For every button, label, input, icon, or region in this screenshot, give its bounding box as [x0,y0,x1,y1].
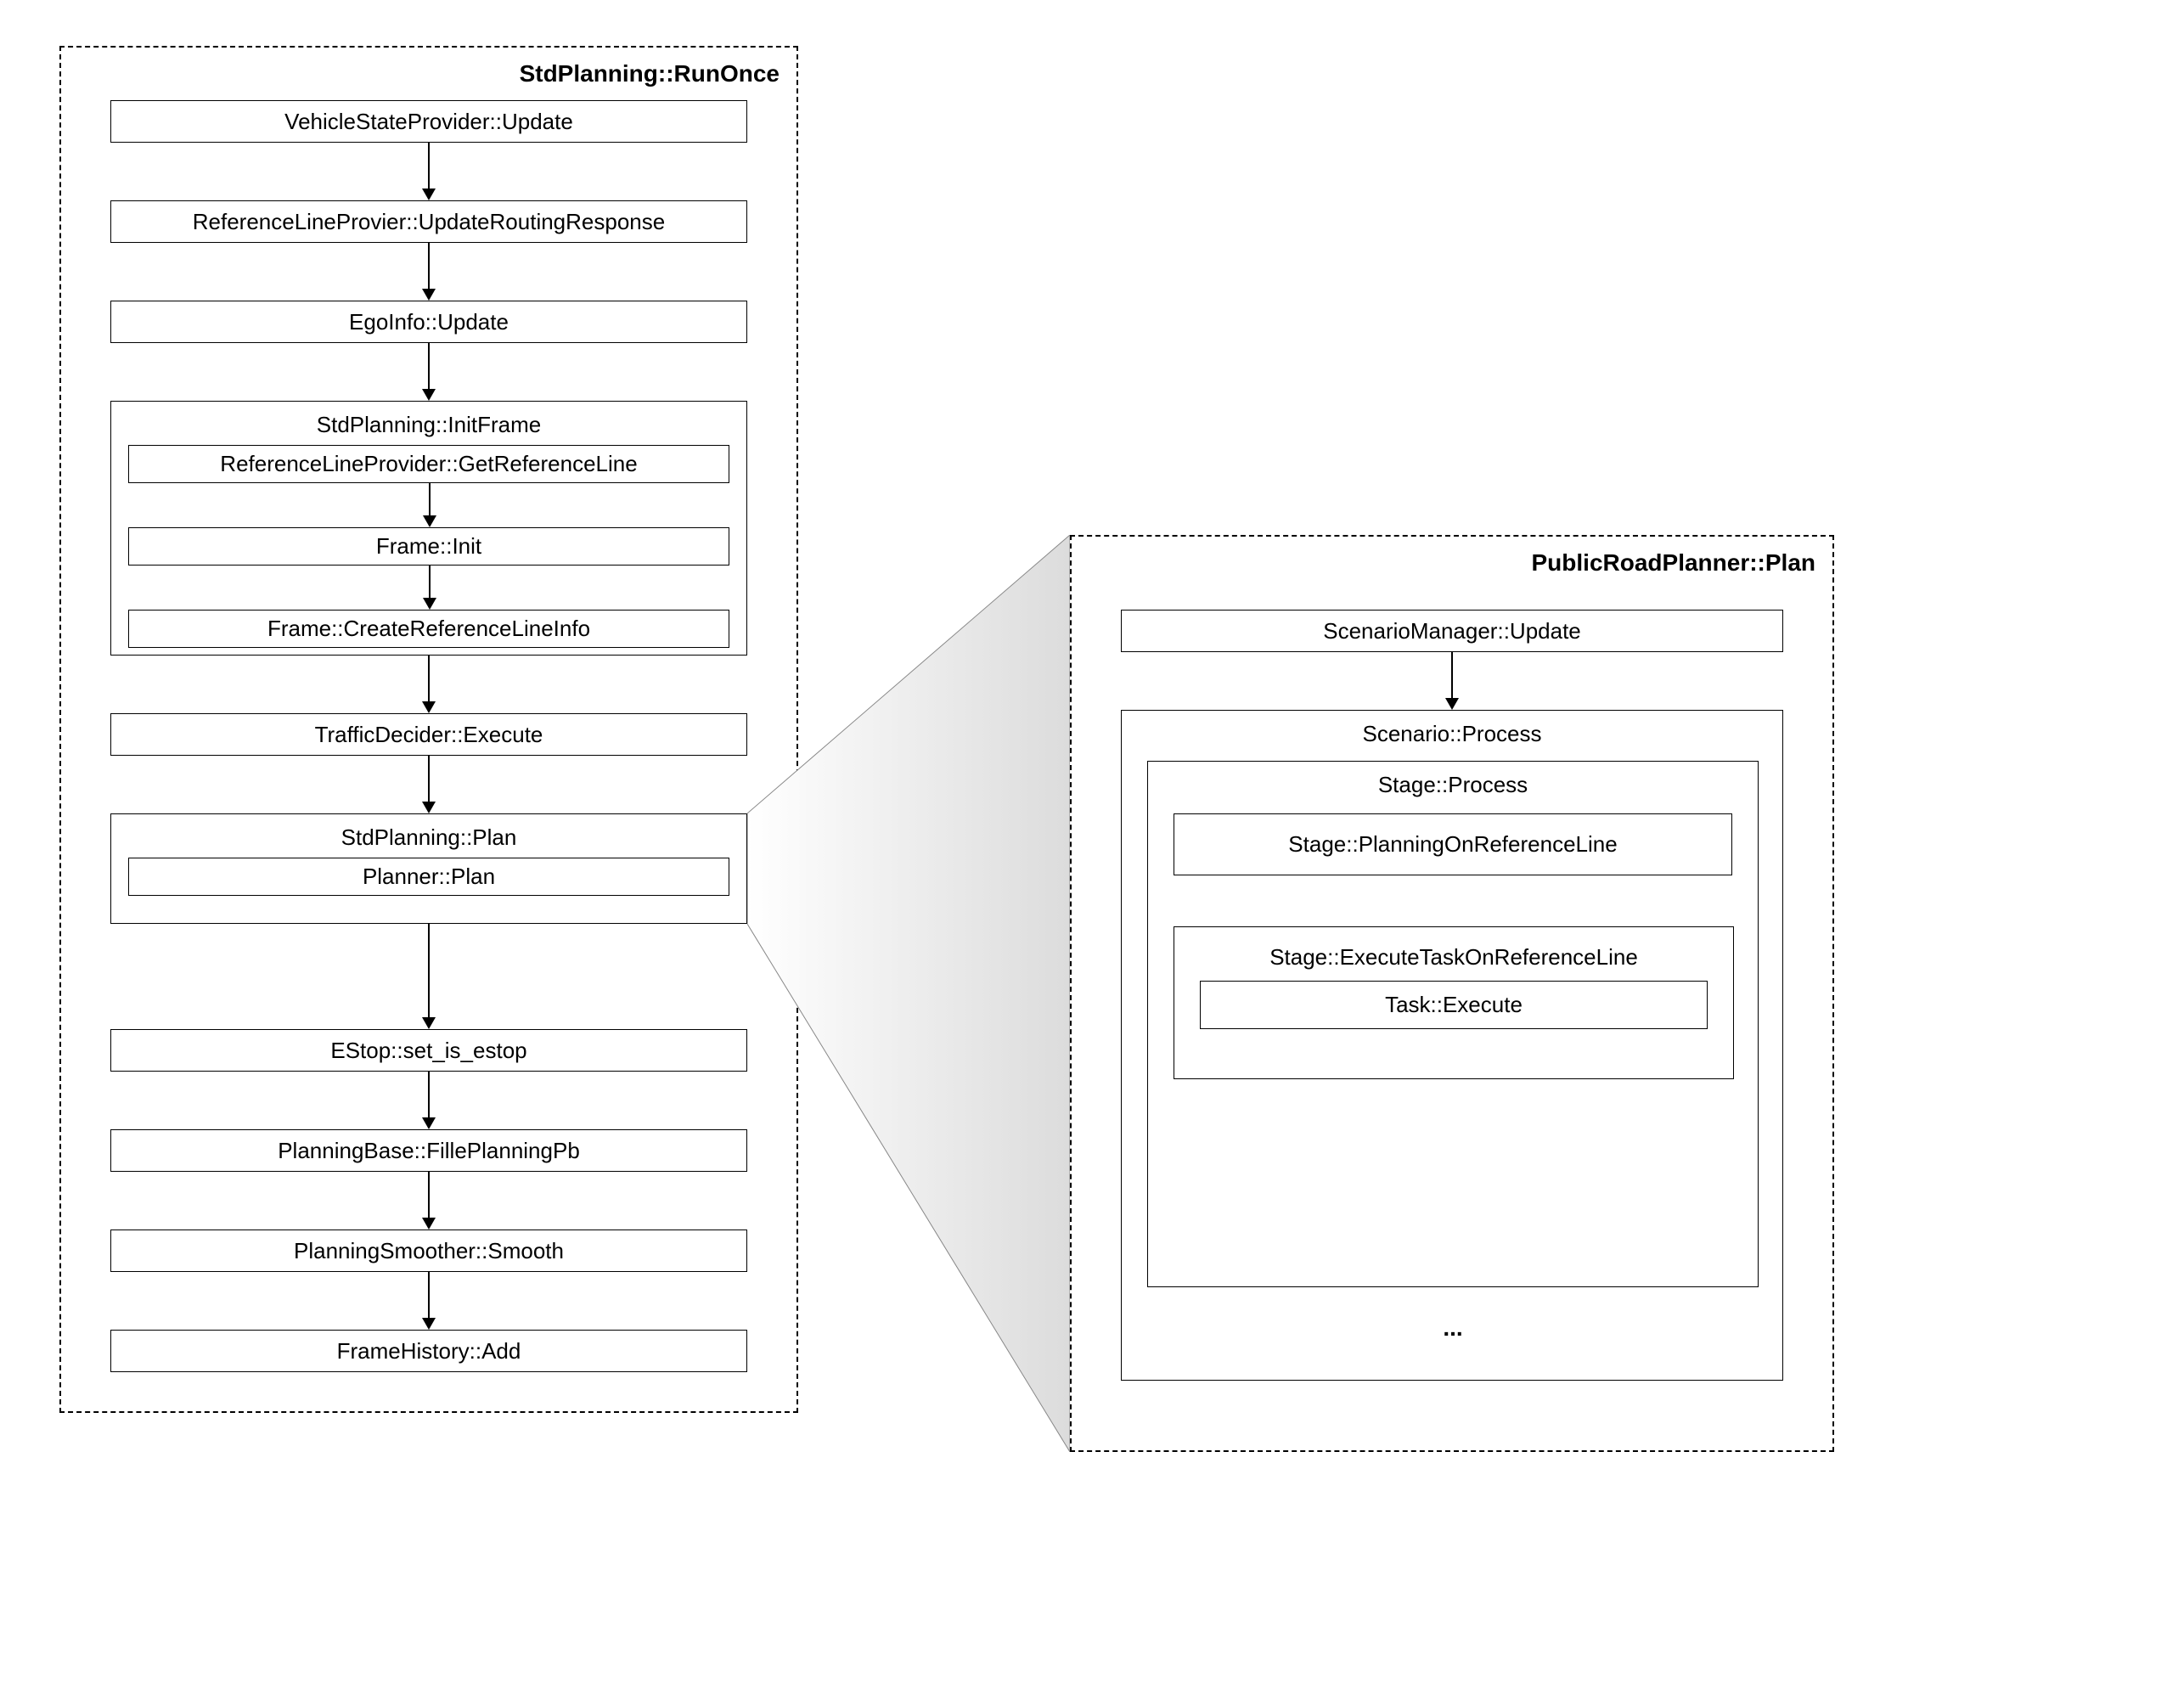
node-label: Frame::CreateReferenceLineInfo [267,616,590,641]
arrow [428,343,430,389]
node-label: TrafficDecider::Execute [315,722,543,748]
group-executetask: Stage::ExecuteTaskOnReferenceLine Task::… [1174,926,1734,1079]
node-refline-update: ReferenceLineProvier::UpdateRoutingRespo… [110,200,747,243]
arrow [428,924,430,1017]
node-label: FrameHistory::Add [337,1338,521,1365]
arrow-head [422,802,436,813]
group-title: Stage::ExecuteTaskOnReferenceLine [1174,927,1733,981]
arrow [428,1072,430,1117]
arrow-head [422,1218,436,1230]
arrow [428,243,430,289]
arrow [429,483,431,515]
arrow-head [422,701,436,713]
node-egoinfo: EgoInfo::Update [110,301,747,343]
node-label: ScenarioManager::Update [1323,618,1581,644]
arrow [429,566,431,598]
node-fillpb: PlanningBase::FillePlanningPb [110,1129,747,1172]
ellipsis: ... [1122,1314,1784,1342]
node-label: EStop::set_is_estop [330,1038,526,1064]
inner-node-getrefline: ReferenceLineProvider::GetReferenceLine [128,445,729,483]
group-stage: Stage::Process Stage::PlanningOnReferenc… [1147,761,1759,1287]
node-framehistory: FrameHistory::Add [110,1330,747,1372]
arrow-head [422,1017,436,1029]
node-label: PlanningSmoother::Smooth [294,1238,564,1264]
arrow-head [422,1318,436,1330]
node-label: ReferenceLineProvider::GetReferenceLine [220,451,637,476]
inner-node-planonrefline: Stage::PlanningOnReferenceLine [1174,813,1732,875]
arrow-head [422,389,436,401]
arrow [428,656,430,701]
group-plan: StdPlanning::Plan Planner::Plan [110,813,747,924]
arrow-head [423,515,436,527]
arrow-head [422,1117,436,1129]
node-scenariomgr: ScenarioManager::Update [1121,610,1783,652]
group-title: StdPlanning::InitFrame [111,402,746,445]
node-estop: EStop::set_is_estop [110,1029,747,1072]
node-trafficdecider: TrafficDecider::Execute [110,713,747,756]
group-scenario: Scenario::Process Stage::Process Stage::… [1121,710,1783,1381]
node-label: Frame::Init [376,533,481,559]
arrow [1451,652,1453,698]
node-label: VehicleStateProvider::Update [284,109,573,135]
group-initframe: StdPlanning::InitFrame ReferenceLineProv… [110,401,747,656]
group-title: Scenario::Process [1122,711,1782,754]
inner-node-frameinit: Frame::Init [128,527,729,566]
node-label: ReferenceLineProvier::UpdateRoutingRespo… [193,209,665,235]
arrow [428,756,430,802]
inner-node-taskexecute: Task::Execute [1200,981,1708,1029]
node-label: EgoInfo::Update [349,309,509,335]
arrow-head [422,189,436,200]
node-label: Task::Execute [1385,992,1523,1017]
inner-node-createrefline: Frame::CreateReferenceLineInfo [128,610,729,648]
group-title: StdPlanning::Plan [111,814,746,858]
inner-node-plannerplan: Planner::Plan [128,858,729,896]
node-label: Planner::Plan [363,864,495,889]
node-smoother: PlanningSmoother::Smooth [110,1230,747,1272]
arrow [428,1172,430,1218]
arrow-head [422,289,436,301]
node-vehiclestate: VehicleStateProvider::Update [110,100,747,143]
left-box-title: StdPlanning::RunOnce [61,48,796,92]
diagram-container: StdPlanning::RunOnce VehicleStateProvide… [25,25,2159,1680]
arrow [428,1272,430,1318]
arrow-head [423,598,436,610]
node-label: Stage::PlanningOnReferenceLine [1288,831,1617,857]
arrow [428,143,430,189]
group-title: Stage::Process [1148,762,1758,805]
right-box-title: PublicRoadPlanner::Plan [1072,537,1832,581]
node-label: PlanningBase::FillePlanningPb [278,1138,580,1164]
arrow-head [1445,698,1459,710]
